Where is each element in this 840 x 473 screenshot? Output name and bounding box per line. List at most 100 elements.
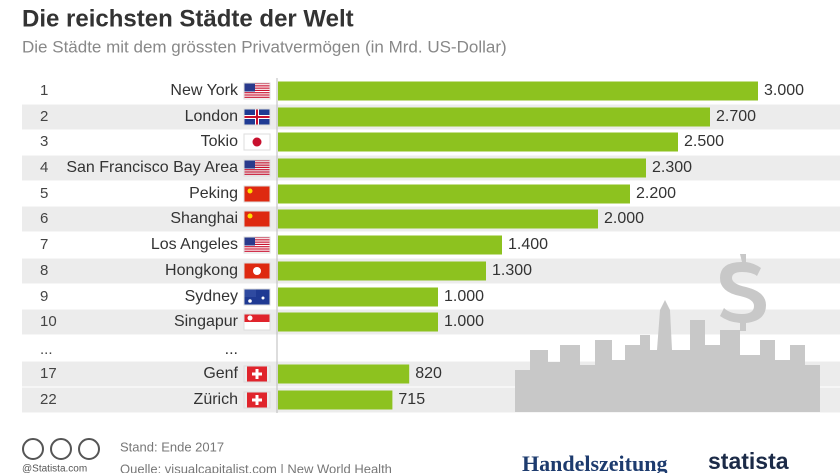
flag: [243, 210, 271, 228]
rank-label: 8: [40, 262, 48, 279]
chart-title: Die reichsten Städte der Welt: [22, 5, 354, 32]
bar: [278, 132, 678, 152]
flag-part: [244, 211, 270, 227]
rank-label: ...: [40, 341, 53, 358]
flag-part: [256, 109, 258, 125]
chart-subtitle: Die Städte mit dem grössten Privatvermög…: [22, 37, 507, 56]
rank-label: 4: [40, 159, 48, 176]
flag-part: [244, 83, 255, 92]
value-label: 1.300: [492, 262, 532, 279]
flag: [243, 236, 271, 254]
bar: [278, 364, 410, 384]
flag: [243, 185, 271, 203]
flag-part: [244, 248, 270, 250]
flag-part: [244, 85, 270, 87]
flag-part: [261, 296, 265, 300]
category-label: Shanghai: [170, 210, 238, 227]
category-label: Los Angeles: [151, 236, 238, 253]
category-label: London: [185, 108, 238, 125]
category-label: New York: [170, 82, 239, 99]
flag-part: [244, 83, 270, 85]
bar: [278, 235, 502, 255]
source-note: Quelle: visualcapitalist.com | New World…: [120, 461, 392, 473]
bar: [278, 312, 438, 332]
category-label: Singapur: [174, 313, 239, 330]
rank-label: 9: [40, 288, 48, 305]
category-label: Hongkong: [165, 262, 238, 279]
flag-part: [243, 288, 271, 306]
flag-part: [244, 250, 270, 252]
flag-part: [244, 322, 270, 330]
credit: @Statista.com: [22, 464, 87, 473]
value-label: 2.700: [716, 108, 756, 125]
rank-label: 17: [40, 365, 57, 382]
license-icons: [22, 438, 100, 460]
flag-part: [244, 246, 270, 248]
flag-part: [243, 159, 271, 177]
flag-part: [252, 372, 262, 376]
flag-part: [253, 267, 261, 275]
date-note: Stand: Ende 2017: [120, 439, 224, 454]
rank-label: 1: [40, 82, 48, 99]
bar: [278, 390, 393, 410]
rank-label: 2: [40, 108, 48, 125]
flag-part: [244, 239, 270, 241]
value-label: 1.000: [444, 313, 484, 330]
flag-part: [244, 289, 256, 297]
flag-part: [244, 160, 255, 169]
flag: [243, 288, 271, 306]
flag: [243, 313, 271, 331]
category-label: Tokio: [201, 133, 238, 150]
category-label: Peking: [189, 185, 238, 202]
bar: [278, 107, 710, 127]
category-label: Sydney: [185, 288, 238, 305]
flag-part: [244, 237, 255, 246]
flag-part: [244, 166, 270, 168]
flag-part: [243, 365, 271, 383]
value-label: 1.400: [508, 236, 548, 253]
rows: 1 New York 3.000 2 London 2.700 3 Tokio 2.500 4 Sa…: [22, 78, 840, 413]
flag: [243, 82, 271, 100]
flag: [243, 159, 271, 177]
flag-part: [244, 171, 270, 173]
skyline: [515, 254, 820, 412]
category-label: San Francisco Bay Area: [66, 159, 238, 176]
flag-part: [243, 108, 271, 126]
flag-part: [244, 237, 270, 239]
value-label: 2.200: [636, 185, 676, 202]
category-label: Genf: [203, 365, 238, 382]
rank-label: 3: [40, 133, 48, 150]
flag-part: [244, 94, 270, 96]
flag-part: [244, 186, 270, 202]
flag-part: [243, 210, 271, 228]
flag: [243, 262, 271, 280]
flag-part: [243, 262, 271, 280]
flag-part: [244, 173, 270, 175]
flag-part: [244, 241, 270, 243]
flag: [243, 365, 271, 383]
flag: [243, 108, 271, 126]
rank-label: 22: [40, 391, 57, 408]
flag-part: [244, 162, 270, 164]
bar: [278, 81, 758, 101]
flag-part: [252, 398, 262, 402]
rank-label: 5: [40, 185, 48, 202]
flag-part: [244, 87, 270, 89]
bar: [278, 287, 438, 307]
flag-part: [247, 315, 253, 321]
flag-part: [244, 160, 270, 162]
bar: [278, 261, 486, 281]
flag-part: [248, 299, 252, 303]
flag-part: [243, 236, 271, 254]
category-label: ...: [225, 341, 238, 358]
bar: [278, 209, 598, 229]
value-label: 3.000: [764, 82, 804, 99]
publisher-logo: Handelszeitung: [522, 451, 667, 473]
flag-part: [243, 185, 271, 203]
flag-part: [244, 169, 270, 171]
flag-part: [243, 82, 271, 100]
bar: [278, 158, 646, 178]
flag-part: [244, 314, 270, 322]
value-label: 1.000: [444, 288, 484, 305]
